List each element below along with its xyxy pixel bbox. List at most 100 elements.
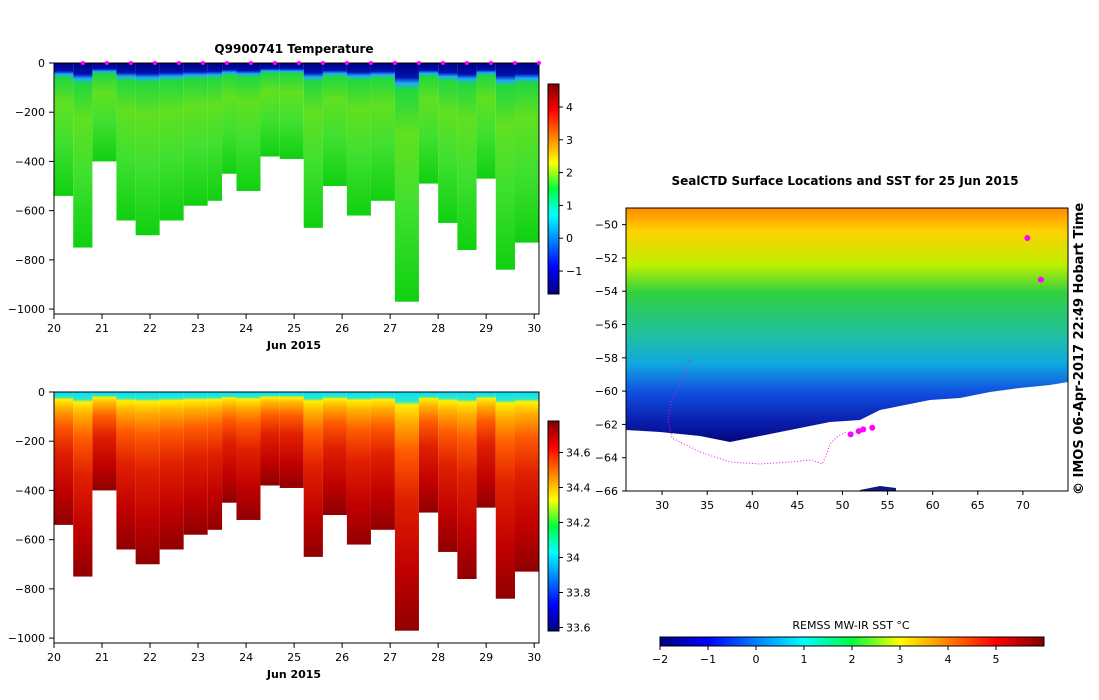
profile-column-14 — [346, 392, 371, 545]
x-tick-label: 25 — [287, 322, 301, 335]
seal-surface-locations — [847, 234, 1044, 438]
seal-location-dot — [869, 424, 876, 431]
profile-column-5 — [159, 392, 184, 550]
profile-column-11 — [279, 63, 304, 159]
colorbar-tick-label: 34 — [566, 552, 580, 565]
temperature-xlabel: Jun 2015 — [266, 339, 321, 352]
map-x-tick-label: 50 — [835, 499, 849, 512]
y-tick-label: 0 — [38, 57, 45, 70]
temperature-section-panel: Q9900741 Temperature Jun 2015 20 21 22 23 24… — [8, 42, 582, 352]
profile-column-0 — [54, 63, 74, 196]
salinity-colorbar — [547, 420, 560, 632]
profile-column-10 — [260, 392, 280, 486]
seal-location-dot — [1037, 276, 1044, 283]
profile-column-9 — [236, 63, 261, 191]
profile-column-13 — [322, 392, 347, 516]
salinity-section-panel: Jun 2015 20 21 22 23 24 25 26 27 28 29 30 0 −200 −40… — [8, 386, 591, 681]
profile-column-19 — [457, 392, 477, 580]
y-tick-label: −600 — [15, 205, 45, 218]
y-tick-label: −200 — [15, 435, 45, 448]
y-tick-label: −1000 — [8, 632, 45, 645]
profile-column-19 — [457, 63, 477, 251]
map-x-tick-label: 40 — [745, 499, 759, 512]
surface-marker — [344, 61, 349, 65]
map-x-tick-label: 60 — [926, 499, 940, 512]
surface-marker — [488, 61, 493, 65]
profile-column-20 — [476, 392, 496, 508]
map-x-tick-label: 55 — [881, 499, 895, 512]
x-tick-label: 24 — [239, 322, 253, 335]
profile-column-9 — [236, 392, 261, 520]
surface-marker — [224, 61, 229, 65]
x-tick-label: 28 — [431, 322, 445, 335]
salinity-x-ticks: 20 21 22 23 24 25 26 27 28 29 30 — [47, 643, 541, 664]
y-tick-label: −1000 — [8, 303, 45, 316]
profile-column-0 — [54, 392, 74, 525]
x-tick-label: 20 — [47, 651, 61, 664]
colorbar-tick-label: 33.6 — [566, 622, 591, 635]
temperature-colorbar-ticks: 4 3 2 1 0 −1 — [559, 101, 582, 278]
temperature-colorbar — [547, 83, 560, 295]
profile-column-15 — [370, 63, 395, 201]
profile-column-14 — [346, 63, 371, 216]
map-colorbar — [659, 636, 1045, 647]
surface-marker — [104, 61, 109, 65]
colorbar-tick-label: 34.2 — [566, 517, 591, 530]
profile-column-16 — [394, 63, 419, 302]
seal-location-dot — [855, 428, 862, 435]
x-tick-label: 26 — [335, 651, 349, 664]
map-x-tick-label: 35 — [700, 499, 714, 512]
profile-column-17 — [418, 392, 439, 513]
colorbar-tick-label: 4 — [566, 101, 573, 114]
surface-marker — [152, 61, 157, 65]
profile-column-4 — [135, 63, 160, 236]
x-tick-label: 30 — [527, 651, 541, 664]
salinity-colorbar-ticks: 34.6 34.4 34.2 34 33.8 33.6 — [559, 447, 591, 635]
colorbar-tick-label: 1 — [566, 199, 573, 212]
profile-column-22 — [514, 392, 539, 572]
profile-column-10 — [260, 63, 280, 157]
surface-marker — [248, 61, 253, 65]
temperature-surface-markers — [80, 61, 541, 65]
map-colorbar-tick-label: 4 — [945, 653, 952, 666]
salinity-y-ticks: 0 −200 −400 −600 −800 −1000 — [8, 386, 54, 645]
profile-column-4 — [135, 392, 160, 565]
map-x-tick-label: 70 — [1016, 499, 1030, 512]
colorbar-tick-label: −1 — [566, 265, 582, 278]
map-colorbar-tick-label: −2 — [652, 653, 668, 666]
profile-column-8 — [222, 63, 237, 174]
x-tick-label: 23 — [191, 322, 205, 335]
salinity-xlabel: Jun 2015 — [266, 668, 321, 681]
profile-column-12 — [303, 392, 323, 557]
seal-location-dot — [847, 431, 854, 438]
y-tick-label: 0 — [38, 386, 45, 399]
surface-marker — [368, 61, 373, 65]
profile-column-16 — [394, 392, 419, 631]
y-tick-label: −200 — [15, 106, 45, 119]
profile-column-8 — [222, 392, 237, 503]
x-tick-label: 22 — [143, 651, 157, 664]
x-tick-label: 27 — [383, 322, 397, 335]
profile-column-6 — [183, 392, 208, 535]
map-x-ticks: 30 35 40 45 50 55 60 65 70 — [655, 491, 1030, 512]
sea-ice-region — [626, 385, 1068, 491]
x-tick-label: 26 — [335, 322, 349, 335]
profile-column-20 — [476, 63, 496, 179]
profile-column-15 — [370, 392, 395, 530]
profile-column-21 — [495, 63, 515, 270]
map-y-tick-label: −66 — [595, 485, 618, 498]
profile-column-2 — [92, 63, 117, 162]
x-tick-label: 21 — [95, 651, 109, 664]
map-y-ticks: −50 −52 −54 −56 −58 −60 −62 −64 −66 — [595, 219, 626, 498]
salinity-plot-frame — [53, 391, 540, 644]
y-tick-label: −800 — [15, 583, 45, 596]
surface-marker — [272, 61, 277, 65]
map-y-tick-label: −52 — [595, 252, 618, 265]
x-tick-label: 29 — [479, 322, 493, 335]
map-side-label: © IMOS 06-Apr-2017 22:49 Hobart Time — [1072, 203, 1087, 495]
x-tick-label: 20 — [47, 322, 61, 335]
profile-column-13 — [322, 63, 347, 187]
surface-marker — [464, 61, 469, 65]
map-y-tick-label: −60 — [595, 385, 618, 398]
